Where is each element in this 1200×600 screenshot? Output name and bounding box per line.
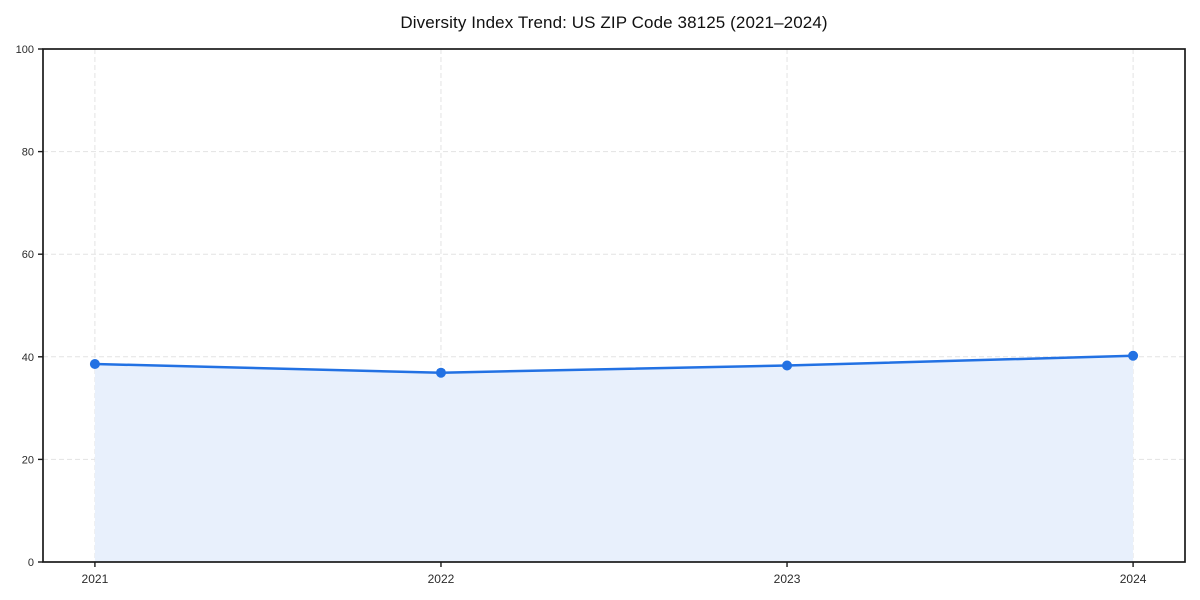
y-tick-label: 0: [28, 557, 34, 569]
series-line: [93, 354, 1135, 374]
data-point-marker: [1128, 350, 1139, 361]
data-point-marker: [782, 360, 793, 371]
y-tick-label: 40: [22, 352, 34, 364]
x-tick-label: 2021: [82, 572, 109, 586]
chart-title: Diversity Index Trend: US ZIP Code 38125…: [400, 13, 828, 32]
data-point-marker: [89, 358, 100, 369]
y-tick-label: 100: [16, 44, 34, 56]
plot-border: [42, 48, 1186, 563]
series-area-fill: [94, 355, 1134, 562]
x-tick-label: 2024: [1120, 572, 1147, 586]
y-tick-label: 60: [22, 249, 34, 261]
x-tick-label: 2023: [774, 572, 801, 586]
x-tick-label: 2022: [428, 572, 455, 586]
data-point-marker: [435, 367, 446, 378]
y-tick-label: 20: [22, 454, 34, 466]
y-tick-label: 80: [22, 147, 34, 159]
